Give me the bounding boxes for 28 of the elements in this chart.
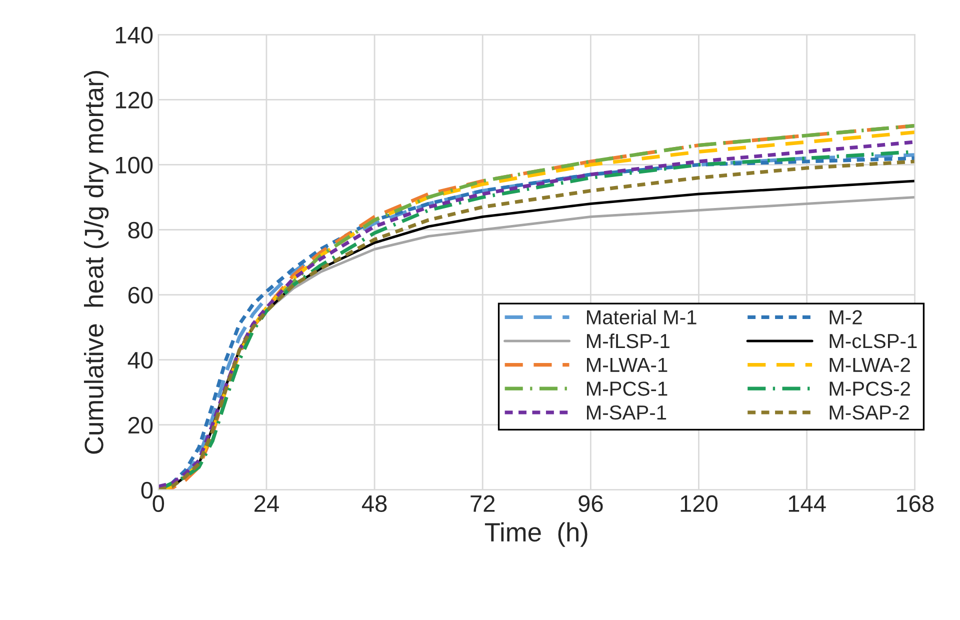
x-tick-label: 144: [788, 496, 826, 512]
x-tick-label: 0: [152, 495, 164, 512]
x-tick-label: 96: [578, 495, 603, 512]
legend-label: M-LWA-1: [587, 358, 668, 372]
y-tick-label: 120: [116, 92, 153, 109]
legend-label: M-PCS-2: [830, 382, 910, 396]
legend-label: M-fLSP-1: [587, 333, 670, 348]
legend-label: M-LWA-2: [830, 358, 910, 372]
y-tick-label: 0: [141, 482, 153, 499]
y-tick-label: 40: [128, 352, 153, 369]
y-tick-label: 20: [128, 416, 153, 434]
x-tick-label: 120: [680, 495, 718, 512]
x-tick-label: 168: [896, 495, 934, 512]
x-tick-label: 48: [362, 495, 387, 512]
x-tick-label: 72: [470, 495, 495, 512]
legend-label: M-SAP-2: [830, 405, 909, 420]
legend-label: M-2: [830, 310, 862, 324]
y-tick-label: 80: [128, 222, 153, 239]
x-tick-label: 24: [254, 495, 279, 512]
y-tick-label: 140: [116, 26, 153, 44]
legend-label: M-PCS-1: [587, 382, 668, 396]
legend-label: M-cLSP-1: [830, 334, 917, 348]
legend-label: M-SAP-1: [587, 405, 666, 420]
y-tick-label: 60: [128, 286, 153, 304]
legend-label: Material M-1: [587, 310, 696, 324]
y-axis-title: Cumulative heat (J/g dry mortar): [84, 71, 109, 454]
x-axis-title: Time (h): [484, 522, 588, 547]
y-tick-label: 100: [116, 156, 153, 174]
